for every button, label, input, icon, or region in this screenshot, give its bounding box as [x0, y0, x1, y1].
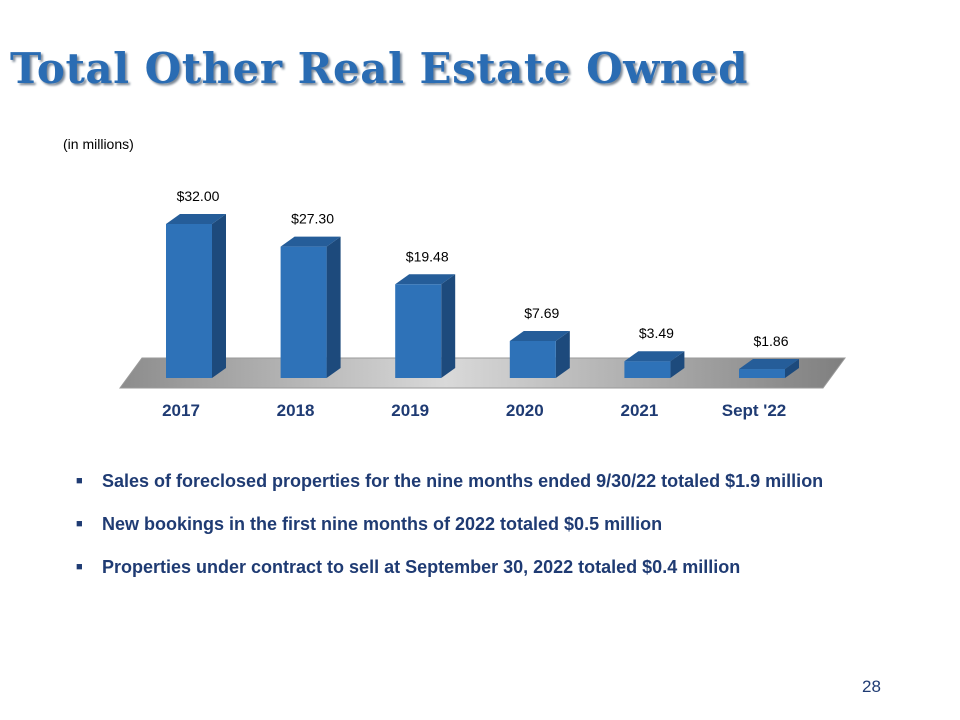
bullet-text: Sales of foreclosed properties for the n…	[102, 471, 824, 491]
bar-front	[395, 284, 442, 378]
bullet-square-icon: ■	[76, 475, 83, 487]
bar-side	[670, 351, 685, 378]
bar-top	[166, 214, 226, 224]
bar-side	[326, 236, 341, 378]
units-note: (in millions)	[63, 136, 134, 152]
bar-front	[280, 246, 327, 378]
category-label: 2019	[391, 401, 429, 420]
bars-layer	[166, 214, 799, 378]
bar-side	[785, 359, 799, 378]
chart-bar	[166, 214, 226, 378]
chart-floor	[119, 357, 846, 389]
category-label: Sept '22	[722, 401, 787, 420]
bar-top	[624, 351, 685, 362]
bullet-item: ■ New bookings in the first nine months o…	[76, 505, 906, 543]
category-label: 2020	[506, 401, 544, 420]
bar-side	[441, 274, 456, 378]
bar-top	[395, 274, 456, 285]
bullet-item: ■ Properties under contract to sell at Se…	[76, 548, 906, 586]
labels-layer: $32.00 2017 $27.30 2018 $19.48 2019 $7.69 2020 $…	[162, 188, 789, 420]
bar-chart: $32.00 2017 $27.30 2018 $19.48 2019 $7.69 2020 $…	[119, 188, 846, 420]
bar-side	[555, 330, 570, 378]
data-label: $7.69	[524, 305, 559, 321]
chart-bar	[509, 330, 570, 378]
bullet-item: ■ Sales of foreclosed properties for the …	[76, 462, 906, 500]
bar-side	[212, 214, 226, 378]
bar-top	[739, 359, 799, 370]
chart-bar	[739, 359, 799, 378]
bullet-list: ■ Sales of foreclosed properties for the …	[76, 462, 906, 591]
chart-bar	[624, 351, 685, 378]
bar-top	[509, 330, 570, 341]
data-label: $19.48	[406, 248, 449, 264]
data-label: $3.49	[639, 325, 674, 341]
data-label: $32.00	[177, 188, 220, 204]
bar-front	[166, 224, 212, 378]
category-label: 2017	[162, 401, 200, 420]
bar-front	[739, 369, 785, 378]
data-label: $27.30	[291, 211, 334, 227]
chart-bar	[395, 274, 456, 378]
bar-front	[624, 361, 671, 378]
bar-front	[509, 340, 556, 378]
bullet-text: Properties under contract to sell at Sep…	[102, 557, 741, 577]
bullet-square-icon: ■	[76, 561, 83, 573]
chart-bar	[280, 236, 341, 378]
slide-title: Total Other Real Estate Owned	[10, 44, 748, 93]
category-label: 2021	[620, 401, 658, 420]
bullet-square-icon: ■	[76, 518, 83, 530]
category-label: 2018	[277, 401, 315, 420]
data-label: $1.86	[753, 333, 788, 349]
bar-top	[280, 236, 341, 247]
bullet-text: New bookings in the first nine months of…	[102, 514, 663, 534]
page-number: 28	[862, 677, 881, 696]
